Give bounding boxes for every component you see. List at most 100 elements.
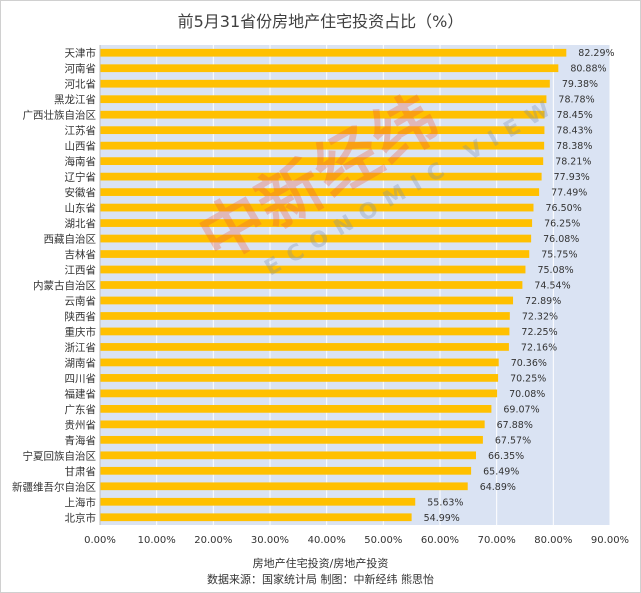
bar bbox=[100, 172, 542, 181]
bar bbox=[100, 110, 545, 119]
bar bbox=[100, 234, 532, 243]
data-label: 75.08% bbox=[537, 265, 573, 276]
bar bbox=[100, 405, 492, 413]
category-label: 山西省 bbox=[65, 140, 97, 153]
data-label: 74.54% bbox=[534, 281, 570, 292]
x-axis-label: 房地产住宅投资/房地产投资 bbox=[252, 557, 389, 570]
category-label: 海南省 bbox=[65, 155, 97, 168]
category-label: 上海市 bbox=[65, 496, 97, 509]
bar bbox=[100, 296, 514, 305]
category-label: 四川省 bbox=[65, 372, 97, 385]
data-label: 72.89% bbox=[525, 296, 561, 307]
data-label: 78.43% bbox=[556, 126, 592, 137]
bar bbox=[100, 435, 483, 444]
bar bbox=[100, 48, 567, 57]
bar bbox=[100, 281, 523, 289]
category-label: 贵州省 bbox=[65, 418, 97, 431]
category-label: 辽宁省 bbox=[65, 171, 97, 184]
data-label: 72.16% bbox=[521, 342, 557, 353]
bar bbox=[100, 513, 412, 522]
data-label: 72.25% bbox=[521, 327, 557, 338]
bar bbox=[100, 312, 510, 320]
bar bbox=[100, 497, 416, 506]
category-label: 宁夏回族自治区 bbox=[23, 449, 97, 462]
data-label: 78.78% bbox=[558, 95, 594, 106]
data-label: 72.32% bbox=[522, 311, 558, 322]
bar bbox=[100, 343, 509, 351]
data-label: 76.50% bbox=[546, 203, 582, 214]
bar bbox=[100, 141, 545, 150]
data-label: 66.35% bbox=[488, 451, 524, 462]
data-label: 65.49% bbox=[483, 466, 519, 477]
data-label: 67.57% bbox=[495, 435, 531, 446]
bar bbox=[100, 219, 533, 227]
source-note: 数据来源：国家统计局 制图：中新经纬 熊思怡 bbox=[207, 573, 434, 586]
data-label: 54.99% bbox=[424, 513, 460, 524]
category-label: 吉林省 bbox=[65, 248, 97, 261]
category-label: 山东省 bbox=[65, 202, 97, 215]
bar bbox=[100, 389, 498, 398]
x-tick-label: 20.00% bbox=[194, 535, 232, 546]
category-label: 西藏自治区 bbox=[44, 233, 97, 246]
chart-title: 前5月31省份房地产住宅投资占比（%） bbox=[177, 12, 464, 31]
x-tick-label: 70.00% bbox=[478, 535, 516, 546]
bar bbox=[100, 374, 499, 382]
category-label: 甘肃省 bbox=[65, 465, 97, 478]
bar bbox=[100, 188, 540, 196]
bar bbox=[100, 358, 499, 367]
category-label: 青海省 bbox=[65, 434, 97, 447]
data-label: 69.07% bbox=[503, 404, 539, 415]
bar bbox=[100, 250, 530, 258]
bar bbox=[100, 482, 468, 491]
category-label: 广东省 bbox=[65, 403, 97, 416]
x-tick-label: 80.00% bbox=[534, 535, 572, 546]
category-label: 新疆维吾尔自治区 bbox=[12, 480, 96, 493]
data-label: 70.36% bbox=[511, 358, 547, 369]
data-label: 70.25% bbox=[510, 373, 546, 384]
category-label: 天津市 bbox=[65, 47, 97, 60]
x-tick-label: 90.00% bbox=[591, 535, 629, 546]
data-label: 55.63% bbox=[427, 497, 463, 508]
category-label: 北京市 bbox=[65, 511, 97, 524]
data-label: 82.29% bbox=[578, 48, 614, 59]
category-label: 河南省 bbox=[65, 62, 97, 75]
data-label: 80.88% bbox=[570, 64, 606, 75]
bar bbox=[100, 466, 472, 475]
data-label: 76.25% bbox=[544, 219, 580, 230]
x-tick-label: 30.00% bbox=[251, 535, 289, 546]
bar bbox=[100, 265, 526, 274]
data-label: 78.21% bbox=[555, 157, 591, 168]
category-label: 湖南省 bbox=[65, 356, 97, 369]
category-label: 安徽省 bbox=[65, 186, 97, 199]
x-tick-label: 40.00% bbox=[308, 535, 346, 546]
data-label: 76.08% bbox=[543, 234, 579, 245]
category-label: 云南省 bbox=[65, 294, 97, 307]
bar bbox=[100, 420, 485, 429]
bar bbox=[100, 203, 534, 212]
bar bbox=[100, 157, 544, 165]
data-label: 70.08% bbox=[509, 389, 545, 400]
category-label: 重庆市 bbox=[65, 325, 97, 338]
bar bbox=[100, 451, 476, 460]
category-label: 福建省 bbox=[65, 387, 97, 400]
data-label: 77.49% bbox=[551, 188, 587, 199]
x-tick-label: 10.00% bbox=[138, 535, 176, 546]
data-label: 75.75% bbox=[541, 250, 577, 261]
category-label: 陕西省 bbox=[65, 310, 97, 323]
data-label: 67.88% bbox=[497, 420, 533, 431]
category-label: 河北省 bbox=[65, 78, 97, 91]
data-label: 78.45% bbox=[557, 110, 593, 121]
category-label: 黑龙江省 bbox=[54, 93, 96, 106]
data-label: 79.38% bbox=[562, 79, 598, 90]
category-label: 湖北省 bbox=[65, 217, 97, 230]
data-label: 77.93% bbox=[554, 172, 590, 183]
x-tick-label: 0.00% bbox=[84, 535, 116, 546]
category-label: 江苏省 bbox=[65, 124, 97, 137]
bar bbox=[100, 327, 510, 336]
category-label: 广西壮族自治区 bbox=[23, 109, 97, 122]
category-label: 浙江省 bbox=[65, 341, 97, 354]
bar bbox=[100, 95, 547, 104]
x-tick-label: 60.00% bbox=[421, 535, 459, 546]
category-label: 内蒙古自治区 bbox=[33, 279, 96, 292]
